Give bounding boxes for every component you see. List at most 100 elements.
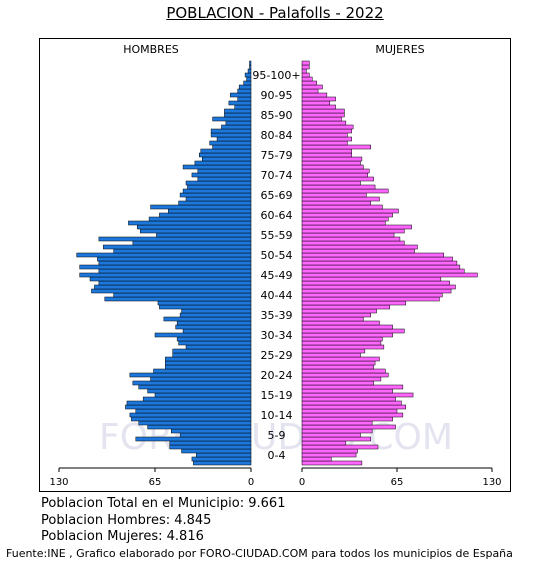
bar-hombres-64 [150, 204, 252, 210]
bar-hombres-34 [175, 324, 252, 330]
bar-hombres-36 [163, 316, 252, 322]
stat-hombres: Poblacion Hombres: 4.845 [41, 513, 212, 528]
bar-hombres-19 [138, 384, 252, 390]
bar-mujeres-64 [301, 204, 383, 210]
header-hombres: HOMBRES [123, 43, 179, 56]
bar-hombres-58 [139, 228, 252, 234]
bar-hombres-63 [168, 208, 252, 214]
bar-mujeres-81 [301, 136, 352, 142]
bar-mujeres-31 [301, 336, 383, 342]
bar-mujeres-50 [301, 260, 458, 266]
bar-mujeres-98 [301, 68, 307, 74]
bar-mujeres-25 [301, 360, 376, 366]
age-label-20-24: 20-24 [261, 369, 293, 382]
bar-mujeres-11 [301, 416, 393, 422]
bar-mujeres-92 [301, 92, 328, 98]
bar-hombres-8 [171, 428, 252, 434]
bar-mujeres-48 [301, 268, 465, 274]
age-label-70-74: 70-74 [261, 169, 293, 182]
bar-hombres-5 [169, 440, 252, 446]
bar-hombres-90 [228, 100, 252, 106]
bar-mujeres-6 [301, 436, 371, 442]
bar-mujeres-47 [301, 272, 478, 278]
bar-hombres-99 [249, 64, 252, 70]
bar-hombres-43 [91, 288, 252, 294]
bar-mujeres-39 [301, 304, 390, 310]
bar-mujeres-14 [301, 404, 407, 410]
bar-hombres-83 [210, 128, 252, 134]
age-label-95-100+: 95-100+ [252, 69, 300, 82]
bar-hombres-89 [234, 104, 252, 110]
bar-mujeres-18 [301, 388, 393, 394]
bar-hombres-56 [98, 236, 252, 242]
bar-hombres-49 [79, 264, 252, 270]
age-label-55-59: 55-59 [261, 229, 293, 242]
bar-mujeres-69 [301, 184, 376, 190]
age-label-75-79: 75-79 [261, 149, 293, 162]
bar-mujeres-86 [301, 116, 342, 122]
bar-mujeres-96 [301, 76, 313, 82]
bar-mujeres-90 [301, 100, 331, 106]
bar-hombres-93 [237, 88, 252, 94]
bar-mujeres-9 [301, 424, 396, 430]
bar-hombres-12 [129, 412, 252, 418]
bar-mujeres-56 [301, 236, 401, 242]
bar-mujeres-20 [301, 380, 374, 386]
bar-hombres-15 [126, 400, 252, 406]
bar-hombres-75 [194, 160, 252, 166]
bar-mujeres-2 [301, 452, 357, 458]
age-label-10-14: 10-14 [261, 409, 293, 422]
age-label-0-4: 0-4 [268, 449, 286, 462]
bar-mujeres-87 [301, 112, 345, 118]
bar-hombres-20 [132, 380, 252, 386]
bar-mujeres-84 [301, 124, 354, 130]
bar-mujeres-46 [301, 276, 442, 282]
bar-mujeres-38 [301, 308, 377, 314]
bar-hombres-26 [165, 356, 252, 362]
bar-mujeres-23 [301, 368, 386, 374]
bar-mujeres-3 [301, 448, 358, 454]
bar-mujeres-45 [301, 280, 450, 286]
bar-hombres-92 [230, 92, 252, 98]
bar-hombres-33 [182, 328, 252, 334]
bar-mujeres-97 [301, 72, 310, 78]
stat-mujeres: Poblacion Mujeres: 4.816 [41, 529, 204, 544]
bar-hombres-73 [197, 168, 252, 174]
bar-hombres-18 [147, 388, 252, 394]
bar-mujeres-99 [301, 64, 310, 70]
header-mujeres: MUJERES [375, 43, 424, 56]
bar-hombres-54 [103, 244, 252, 250]
bar-mujeres-27 [301, 352, 361, 358]
bar-mujeres-63 [301, 208, 399, 214]
bar-hombres-87 [224, 112, 252, 118]
bar-mujeres-16 [301, 396, 396, 402]
age-label-80-84: 80-84 [261, 129, 293, 142]
bar-hombres-47 [79, 272, 252, 278]
tick-label-left-130: 130 [49, 477, 68, 488]
bar-mujeres-76 [301, 156, 363, 162]
bar-mujeres-70 [301, 180, 361, 186]
bar-mujeres-77 [301, 152, 352, 158]
bar-hombres-0 [193, 460, 252, 466]
tick-label-right-130: 130 [482, 477, 501, 488]
bar-hombres-94 [238, 84, 252, 90]
bar-mujeres-44 [301, 284, 456, 290]
bar-mujeres-33 [301, 328, 405, 334]
bar-hombres-1 [191, 456, 252, 462]
bar-hombres-91 [237, 96, 252, 102]
bar-hombres-68 [182, 188, 252, 194]
bar-hombres-55 [132, 240, 252, 246]
bar-mujeres-40 [301, 300, 407, 306]
bar-hombres-27 [172, 352, 252, 358]
bar-hombres-81 [216, 136, 252, 142]
bar-mujeres-85 [301, 120, 347, 126]
bar-hombres-77 [199, 152, 252, 158]
bar-mujeres-42 [301, 292, 443, 298]
bar-hombres-70 [185, 180, 252, 186]
bar-mujeres-8 [301, 428, 373, 434]
bar-hombres-11 [131, 416, 252, 422]
bar-mujeres-28 [301, 348, 366, 354]
axes-group: 130 65 0 0 65 130 [49, 467, 502, 488]
bar-hombres-2 [196, 452, 252, 458]
chart-title: POBLACION - Palafolls - 2022 [166, 4, 384, 22]
